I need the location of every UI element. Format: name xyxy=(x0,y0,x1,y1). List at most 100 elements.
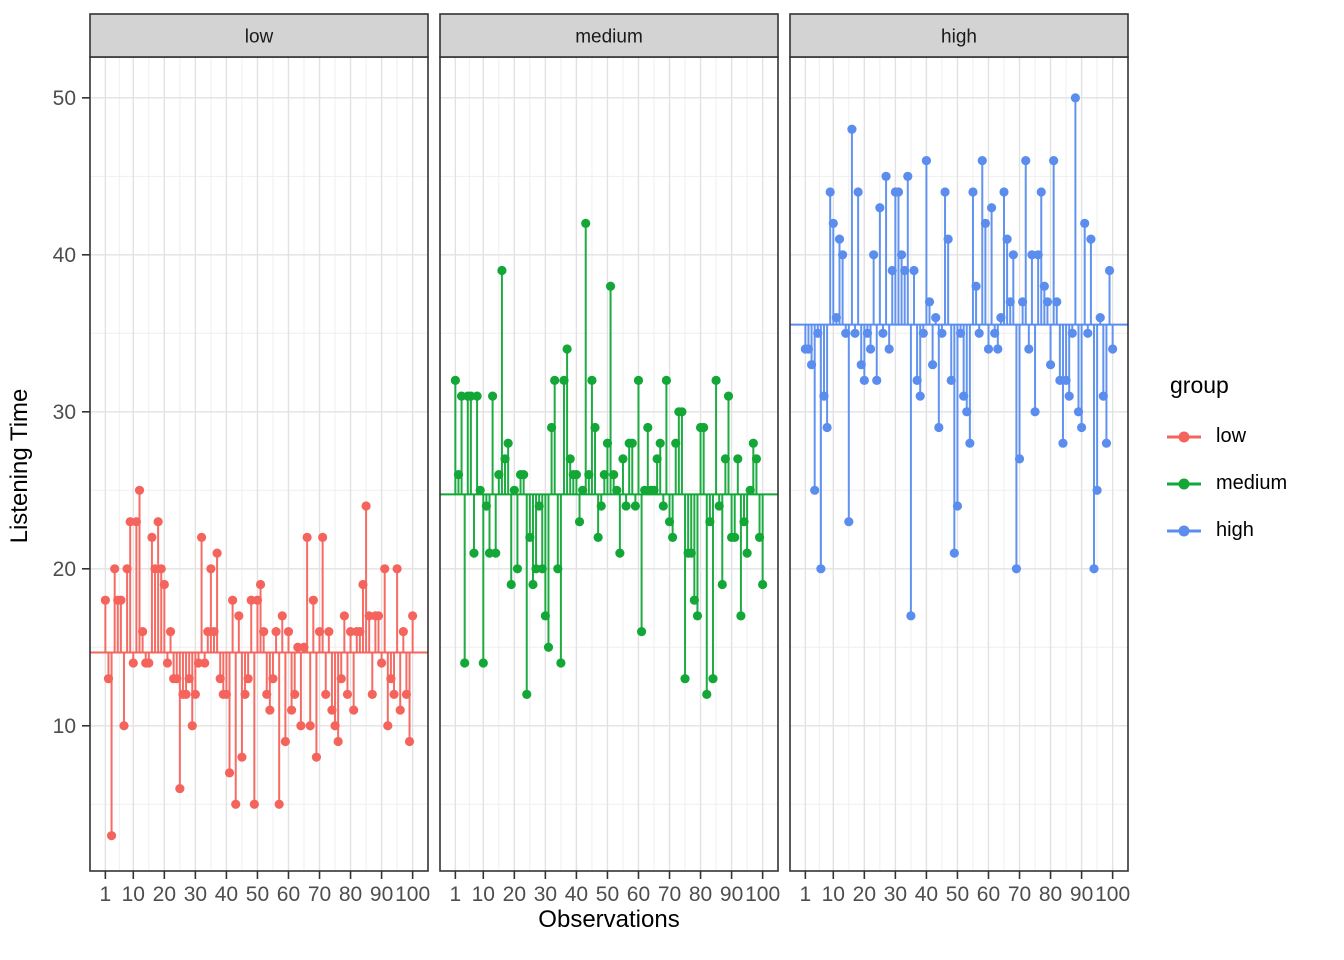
data-point xyxy=(283,626,294,637)
data-point xyxy=(311,752,322,762)
facet-strip xyxy=(439,13,779,58)
x-tick-label: 100 xyxy=(745,883,780,906)
data-point xyxy=(630,501,640,511)
data-point xyxy=(999,187,1009,197)
data-point xyxy=(1058,438,1068,448)
data-point xyxy=(621,501,631,511)
data-point xyxy=(321,689,331,699)
data-point xyxy=(596,501,606,511)
data-point xyxy=(175,783,185,794)
data-point xyxy=(181,689,191,699)
data-point xyxy=(677,407,687,417)
data-point xyxy=(590,422,600,433)
data-point xyxy=(1086,234,1096,244)
data-point xyxy=(1024,344,1034,354)
data-point xyxy=(940,187,950,197)
data-point xyxy=(1036,187,1046,197)
data-point xyxy=(469,548,479,558)
data-point xyxy=(615,548,625,558)
data-point xyxy=(850,328,860,338)
data-point xyxy=(1045,360,1056,370)
data-point xyxy=(550,375,560,386)
data-point xyxy=(138,626,148,637)
data-point xyxy=(668,532,678,542)
data-point xyxy=(748,438,758,448)
data-point xyxy=(296,721,306,731)
data-point xyxy=(460,658,470,668)
data-point xyxy=(228,595,238,605)
x-tick-label: 90 xyxy=(720,883,743,906)
data-point xyxy=(512,564,523,574)
data-point xyxy=(1049,156,1059,166)
data-point xyxy=(906,611,916,621)
data-point xyxy=(162,658,173,668)
data-point xyxy=(872,375,882,386)
data-point xyxy=(581,218,591,229)
facet-strip-label: medium xyxy=(575,27,643,48)
data-point xyxy=(643,422,653,433)
data-point xyxy=(196,532,207,542)
x-tick-label: 70 xyxy=(658,883,681,906)
data-point xyxy=(574,517,585,527)
data-point xyxy=(1070,93,1080,103)
data-point xyxy=(398,626,408,637)
data-point xyxy=(1108,344,1118,354)
data-point xyxy=(290,689,300,699)
data-point xyxy=(224,768,235,778)
y-tick-label: 20 xyxy=(53,558,76,581)
y-tick-label: 40 xyxy=(53,244,76,267)
data-point xyxy=(965,438,975,448)
x-tick-label: 10 xyxy=(822,883,845,906)
data-point xyxy=(389,689,399,699)
data-point xyxy=(100,595,110,605)
data-point xyxy=(367,689,377,699)
data-point xyxy=(286,705,297,715)
data-point xyxy=(909,265,919,276)
legend-entry-label: medium xyxy=(1216,472,1288,494)
legend-entry-label: low xyxy=(1216,425,1247,447)
data-point xyxy=(206,564,216,574)
data-point xyxy=(565,454,575,464)
x-tick-label: 90 xyxy=(370,883,393,906)
x-tick-label: 40 xyxy=(915,883,938,906)
legend-key-icon xyxy=(1167,431,1201,442)
x-tick-label: 80 xyxy=(689,883,712,906)
data-point xyxy=(1052,297,1062,307)
data-point xyxy=(522,689,532,699)
panel-background xyxy=(440,57,778,871)
data-point xyxy=(488,391,498,401)
x-tick-label: 10 xyxy=(122,883,145,906)
data-point xyxy=(977,156,987,166)
data-point xyxy=(711,375,721,386)
data-point xyxy=(376,658,387,668)
data-point xyxy=(147,532,157,542)
data-point xyxy=(265,705,275,715)
data-point xyxy=(336,674,346,684)
panel-medium: medium 1 10 20 30 40 50 60 70 80 90 100 xyxy=(439,13,780,906)
data-point xyxy=(937,328,947,338)
data-point xyxy=(692,611,703,621)
panel-background xyxy=(90,57,428,871)
data-point xyxy=(915,391,925,401)
data-point xyxy=(896,250,907,260)
data-point xyxy=(277,611,287,621)
x-tick-label: 30 xyxy=(184,883,207,906)
data-point xyxy=(302,532,312,542)
data-point xyxy=(974,328,984,338)
data-point xyxy=(702,689,712,699)
data-point xyxy=(593,532,603,542)
data-point xyxy=(928,360,938,370)
x-tick-label: 30 xyxy=(534,883,557,906)
data-point xyxy=(918,328,928,338)
data-point xyxy=(736,611,746,621)
data-point xyxy=(165,626,176,637)
data-point xyxy=(200,658,210,668)
data-point xyxy=(968,187,978,197)
data-point xyxy=(243,674,253,684)
data-point xyxy=(506,579,516,590)
x-tick-label: 10 xyxy=(472,883,495,906)
data-point xyxy=(633,375,644,386)
data-point xyxy=(259,626,269,637)
x-tick-label: 70 xyxy=(308,883,331,906)
